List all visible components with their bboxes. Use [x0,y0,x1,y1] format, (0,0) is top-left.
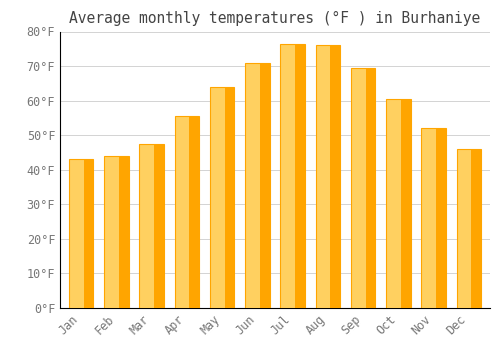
Bar [330,45,340,308]
Bar [295,44,305,308]
Bar [366,68,376,308]
Bar [456,149,481,308]
Bar [104,156,128,308]
Bar [436,128,446,308]
Bar [210,87,234,308]
Bar [119,156,128,308]
Bar [154,144,164,308]
Bar [386,99,410,308]
Bar [224,87,234,308]
Bar [84,159,94,308]
Bar [422,128,446,308]
Bar [174,116,199,308]
Bar [472,149,481,308]
Bar [351,68,376,308]
Bar [316,45,340,308]
Bar [245,63,270,308]
Bar [190,116,199,308]
Bar [140,144,164,308]
Bar [401,99,410,308]
Bar [280,44,305,308]
Title: Average monthly temperatures (°F ) in Burhaniye: Average monthly temperatures (°F ) in Bu… [70,11,480,26]
Bar [69,159,94,308]
Bar [260,63,270,308]
